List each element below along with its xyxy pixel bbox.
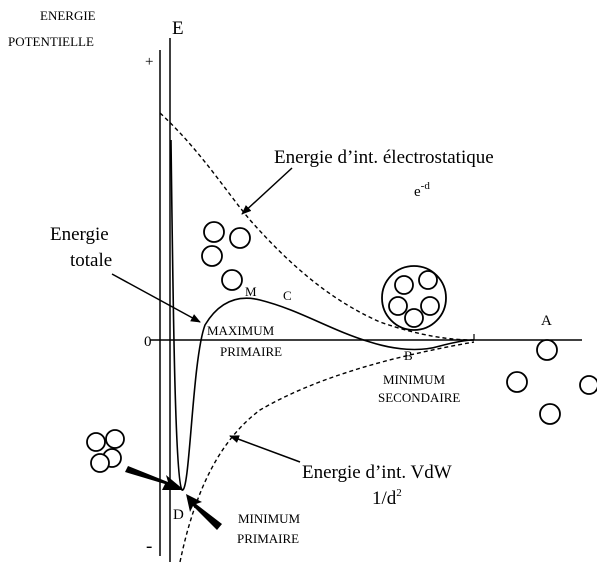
point-label: M — [245, 284, 257, 299]
axis-symbol: E — [172, 18, 184, 39]
formula-exponent: 2 — [396, 487, 402, 499]
point-label: A — [541, 313, 552, 329]
formula-exponent: -d — [421, 180, 431, 192]
arrow — [241, 167, 293, 215]
arrow — [229, 435, 301, 463]
formula-base: 1/d — [372, 488, 397, 509]
point-label: C — [283, 288, 292, 303]
point-label: D — [173, 507, 184, 523]
plus-sign: + — [145, 54, 153, 70]
axis-title: ENERGIE — [40, 8, 96, 23]
label: PRIMAIRE — [220, 344, 282, 359]
thick-arrow — [125, 466, 184, 490]
label: MAXIMUM — [207, 323, 275, 338]
label: totale — [70, 250, 112, 271]
particles — [86, 221, 597, 473]
label: MINIMUM — [383, 372, 446, 387]
formula: 1/d2 — [372, 487, 402, 509]
label: SECONDAIRE — [378, 390, 460, 405]
zero-label: 0 — [144, 334, 152, 350]
minus-sign: - — [146, 536, 152, 557]
label: Energie d’int. VdW — [302, 462, 452, 483]
total-curve — [170, 139, 475, 491]
point-label: B — [404, 348, 413, 363]
thick-arrow — [186, 494, 222, 530]
label: Energie — [50, 224, 109, 245]
vdw-curve — [179, 341, 475, 563]
label: Energie d’int. électrostatique — [274, 147, 494, 168]
label: MINIMUM — [238, 511, 301, 526]
arrow — [111, 273, 201, 323]
formula: e-d — [414, 180, 430, 200]
electrostatic-curve — [159, 112, 475, 341]
label: PRIMAIRE — [237, 531, 299, 546]
axis-title: POTENTIELLE — [8, 34, 94, 49]
formula-base: e — [414, 184, 421, 200]
